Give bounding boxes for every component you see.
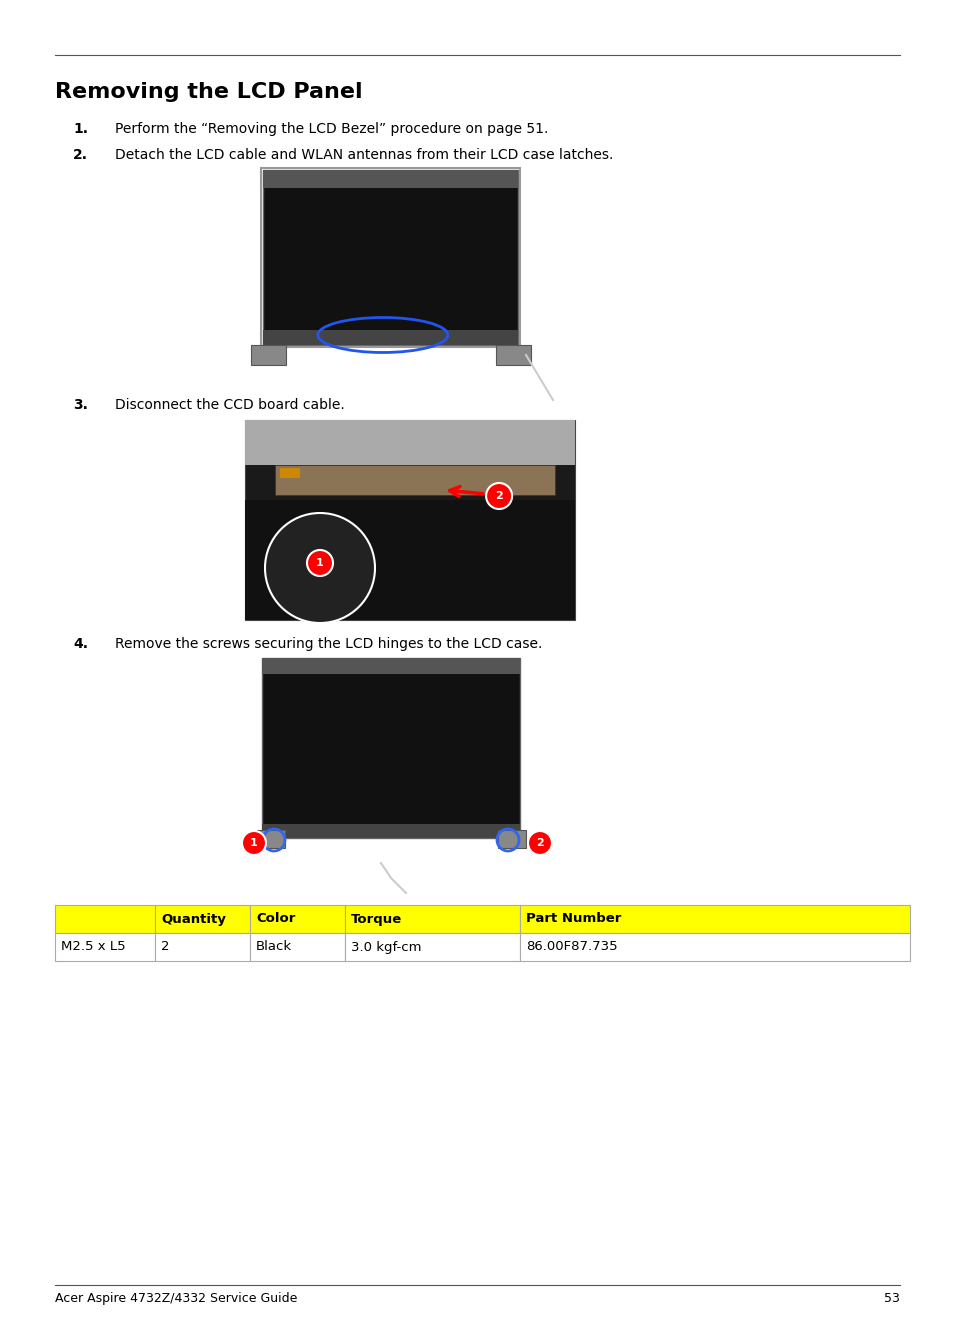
Text: Perform the “Removing the LCD Bezel” procedure on page 51.: Perform the “Removing the LCD Bezel” pro…	[115, 122, 548, 136]
Circle shape	[265, 513, 375, 623]
Bar	[250, 904, 345, 933]
Text: Detach the LCD cable and WLAN antennas from their LCD case latches.: Detach the LCD cable and WLAN antennas f…	[115, 148, 613, 162]
Bar	[497, 830, 525, 848]
Bar	[256, 830, 285, 848]
Text: 2: 2	[495, 492, 502, 501]
Text: 1.: 1.	[73, 122, 88, 136]
Bar	[274, 465, 555, 496]
Text: 1: 1	[315, 558, 323, 568]
Text: Remove the screws securing the LCD hinges to the LCD case.: Remove the screws securing the LCD hinge…	[115, 637, 542, 651]
Bar	[519, 904, 909, 933]
Bar	[263, 330, 517, 345]
Text: Removing the LCD Panel: Removing the LCD Panel	[55, 81, 362, 102]
Bar	[262, 824, 519, 838]
Text: M2.5 x L5: M2.5 x L5	[61, 941, 126, 954]
Circle shape	[527, 831, 552, 855]
Bar	[280, 468, 299, 478]
Bar	[55, 933, 154, 961]
Bar	[262, 659, 519, 838]
Text: 86.00F87.735: 86.00F87.735	[525, 941, 617, 954]
Bar	[154, 933, 250, 961]
Text: Color: Color	[255, 912, 295, 926]
Text: Torque: Torque	[351, 912, 402, 926]
Bar	[496, 345, 531, 365]
Text: 1: 1	[250, 838, 257, 848]
Text: 2: 2	[536, 838, 543, 848]
Text: 53: 53	[883, 1292, 899, 1305]
Bar	[263, 170, 517, 188]
Text: Disconnect the CCD board cable.: Disconnect the CCD board cable.	[115, 398, 344, 411]
Text: 3.: 3.	[73, 398, 88, 411]
Circle shape	[486, 484, 512, 509]
Text: 4.: 4.	[73, 637, 88, 651]
Bar	[345, 904, 519, 933]
Bar	[55, 904, 154, 933]
Bar	[250, 933, 345, 961]
Bar	[251, 345, 286, 365]
Text: Black: Black	[255, 941, 292, 954]
Bar	[245, 420, 575, 620]
Text: Part Number: Part Number	[525, 912, 620, 926]
Bar	[262, 659, 519, 673]
Bar	[263, 170, 517, 345]
Text: 2: 2	[161, 941, 170, 954]
Circle shape	[242, 831, 266, 855]
Bar	[245, 500, 575, 620]
Text: Acer Aspire 4732Z/4332 Service Guide: Acer Aspire 4732Z/4332 Service Guide	[55, 1292, 297, 1305]
Bar	[245, 420, 575, 465]
Circle shape	[307, 550, 333, 576]
Text: 3.0 kgf-cm: 3.0 kgf-cm	[351, 941, 421, 954]
Bar	[154, 904, 250, 933]
Bar	[519, 933, 909, 961]
Text: 2.: 2.	[73, 148, 88, 162]
Text: Quantity: Quantity	[161, 912, 226, 926]
Bar	[345, 933, 519, 961]
